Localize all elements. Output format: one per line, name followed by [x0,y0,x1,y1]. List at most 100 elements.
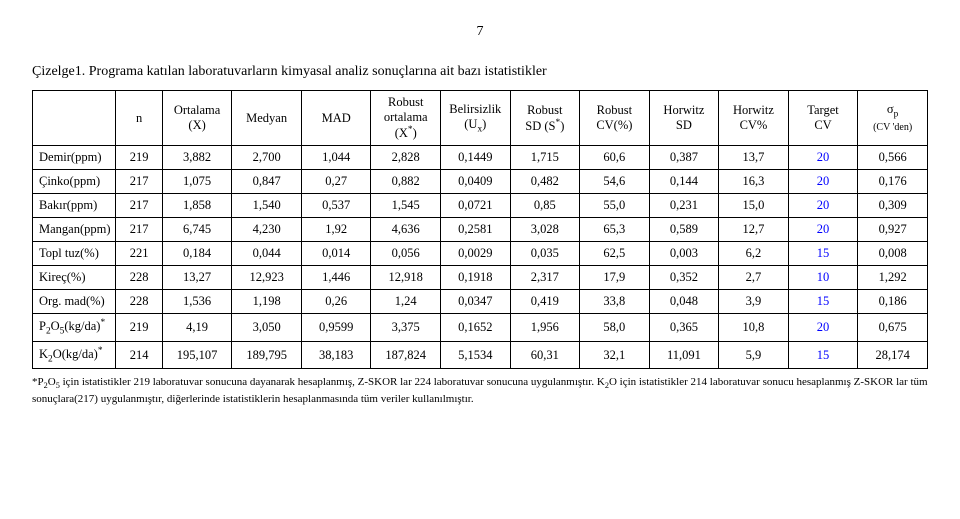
cell-horwitz_sd: 0,387 [649,146,719,170]
cell-horwitz_cv: 16,3 [719,170,789,194]
cell-robust_cv: 33,8 [580,290,650,314]
cell-sigma_p: 0,176 [858,170,928,194]
cell-target: 20 [788,218,858,242]
cell-robust_sd: 1,715 [510,146,580,170]
cell-uncert: 0,1652 [441,314,511,342]
cell-mad: 0,27 [301,170,371,194]
cell-robust_sd: 1,956 [510,314,580,342]
cell-robust_mean: 187,824 [371,341,441,369]
cell-uncert: 0,0721 [441,194,511,218]
col-header-median: Medyan [232,91,302,146]
cell-horwitz_cv: 10,8 [719,314,789,342]
cell-robust_mean: 0,056 [371,242,441,266]
cell-median: 2,700 [232,146,302,170]
cell-sigma_p: 0,309 [858,194,928,218]
cell-robust_sd: 2,317 [510,266,580,290]
col-header-target: TargetCV [788,91,858,146]
cell-horwitz_cv: 13,7 [719,146,789,170]
col-header-horwitz_cv: HorwitzCV% [719,91,789,146]
cell-horwitz_cv: 2,7 [719,266,789,290]
col-header-uncert: Belirsizlik(Ux) [441,91,511,146]
table-row: Çinko(ppm)2171,0750,8470,270,8820,04090,… [33,170,928,194]
cell-horwitz_sd: 11,091 [649,341,719,369]
cell-target: 20 [788,314,858,342]
table-row: Demir(ppm)2193,8822,7001,0442,8280,14491… [33,146,928,170]
cell-sigma_p: 0,675 [858,314,928,342]
cell-median: 3,050 [232,314,302,342]
cell-n: 219 [116,314,162,342]
cell-robust_sd: 60,31 [510,341,580,369]
cell-uncert: 0,1449 [441,146,511,170]
cell-mean: 1,858 [162,194,232,218]
cell-robust_cv: 65,3 [580,218,650,242]
cell-horwitz_sd: 0,003 [649,242,719,266]
cell-mad: 0,9599 [301,314,371,342]
cell-n: 228 [116,290,162,314]
cell-robust_cv: 17,9 [580,266,650,290]
cell-label: Bakır(ppm) [33,194,116,218]
cell-uncert: 5,1534 [441,341,511,369]
cell-target: 20 [788,146,858,170]
col-header-mad: MAD [301,91,371,146]
cell-horwitz_sd: 0,589 [649,218,719,242]
cell-mad: 0,014 [301,242,371,266]
cell-sigma_p: 1,292 [858,266,928,290]
cell-sigma_p: 0,927 [858,218,928,242]
cell-n: 219 [116,146,162,170]
cell-mean: 1,536 [162,290,232,314]
cell-target: 20 [788,170,858,194]
cell-uncert: 0,1918 [441,266,511,290]
table-body: Demir(ppm)2193,8822,7001,0442,8280,14491… [33,146,928,369]
col-header-horwitz_sd: HorwitzSD [649,91,719,146]
cell-mad: 38,183 [301,341,371,369]
table-row: Org. mad(%)2281,5361,1980,261,240,03470,… [33,290,928,314]
header-row: nOrtalama(X)MedyanMADRobustortalama(X*)B… [33,91,928,146]
cell-mad: 1,044 [301,146,371,170]
cell-label: P2O5(kg/da)* [33,314,116,342]
cell-horwitz_sd: 0,144 [649,170,719,194]
cell-mad: 0,537 [301,194,371,218]
cell-horwitz_cv: 6,2 [719,242,789,266]
cell-robust_mean: 2,828 [371,146,441,170]
cell-mean: 3,882 [162,146,232,170]
cell-mean: 1,075 [162,170,232,194]
table-row: Bakır(ppm)2171,8581,5400,5371,5450,07210… [33,194,928,218]
cell-robust_mean: 12,918 [371,266,441,290]
cell-label: Çinko(ppm) [33,170,116,194]
cell-robust_cv: 60,6 [580,146,650,170]
col-header-robust_sd: RobustSD (S*) [510,91,580,146]
col-header-sigma_p: σp(CV 'den) [858,91,928,146]
cell-median: 1,540 [232,194,302,218]
cell-label: Demir(ppm) [33,146,116,170]
cell-robust_cv: 32,1 [580,341,650,369]
cell-target: 15 [788,290,858,314]
cell-horwitz_sd: 0,352 [649,266,719,290]
col-header-n: n [116,91,162,146]
cell-robust_cv: 62,5 [580,242,650,266]
cell-n: 217 [116,218,162,242]
cell-horwitz_cv: 5,9 [719,341,789,369]
cell-n: 221 [116,242,162,266]
page-number: 7 [32,24,928,40]
cell-mean: 6,745 [162,218,232,242]
table-row: Topl tuz(%)2210,1840,0440,0140,0560,0029… [33,242,928,266]
cell-label: Mangan(ppm) [33,218,116,242]
statistics-table: nOrtalama(X)MedyanMADRobustortalama(X*)B… [32,90,928,369]
cell-robust_sd: 0,85 [510,194,580,218]
cell-median: 12,923 [232,266,302,290]
cell-horwitz_sd: 0,048 [649,290,719,314]
table-row: K2O(kg/da)*214195,107189,79538,183187,82… [33,341,928,369]
cell-n: 228 [116,266,162,290]
cell-horwitz_cv: 3,9 [719,290,789,314]
cell-robust_cv: 58,0 [580,314,650,342]
cell-label: Kireç(%) [33,266,116,290]
cell-mean: 195,107 [162,341,232,369]
cell-label: Topl tuz(%) [33,242,116,266]
cell-target: 15 [788,242,858,266]
cell-robust_cv: 54,6 [580,170,650,194]
table-row: Kireç(%)22813,2712,9231,44612,9180,19182… [33,266,928,290]
table-row: P2O5(kg/da)*2194,193,0500,95993,3750,165… [33,314,928,342]
cell-mean: 0,184 [162,242,232,266]
cell-median: 4,230 [232,218,302,242]
cell-horwitz_cv: 12,7 [719,218,789,242]
